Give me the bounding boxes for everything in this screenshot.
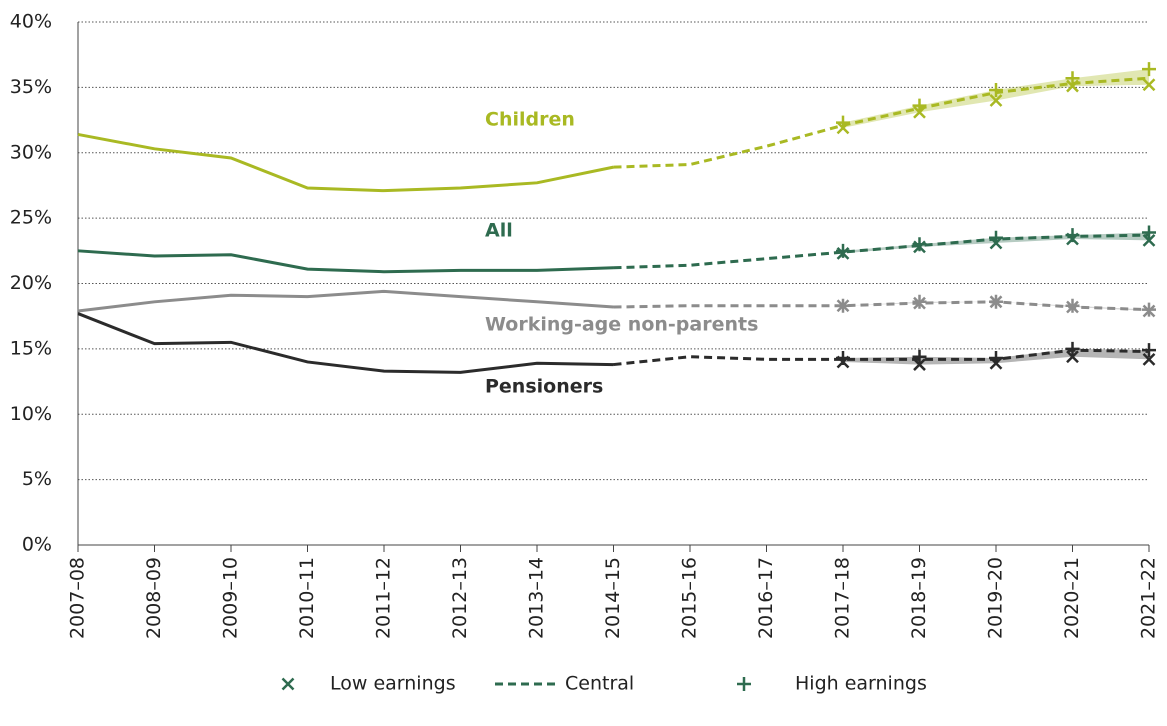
high-marker: [989, 351, 1003, 366]
x-tick-label: 2019–20: [985, 557, 1007, 639]
series-label: All: [485, 220, 513, 242]
high-marker: [1065, 298, 1080, 313]
low-marker: [1142, 233, 1156, 247]
line: [77, 249, 614, 274]
legend-label: High earnings: [795, 673, 927, 695]
high-marker: [1065, 71, 1080, 86]
line: [77, 312, 614, 374]
series-label: Pensioners: [485, 376, 603, 398]
line: [77, 132, 614, 193]
x-tick-label: 2012–13: [449, 557, 471, 639]
y-tick-label: 10%: [10, 403, 52, 425]
projected-line: [613, 348, 1150, 367]
low-marker: [1066, 79, 1079, 93]
earnings-band: [843, 69, 1149, 128]
series-label: Children: [485, 109, 575, 131]
x-tick-label: 2016–17: [755, 557, 777, 639]
projected-line: [613, 300, 1150, 312]
high-marker: [836, 243, 850, 258]
x-tick-label: 2018–19: [908, 557, 930, 639]
x-tick-label: 2017–18: [832, 557, 854, 639]
x-tick-label: 2015–16: [679, 557, 701, 639]
high-marker: [836, 115, 850, 130]
x-tick-label: 2009–10: [220, 557, 242, 639]
y-tick-label: 15%: [10, 337, 52, 359]
x-tick-label: 2020–21: [1061, 557, 1083, 639]
high-marker: [989, 82, 1003, 97]
low-marker: [989, 94, 1003, 107]
high-marker: [912, 294, 927, 309]
y-tick-label: 25%: [10, 207, 52, 229]
y-tick-label: 30%: [10, 141, 52, 163]
x-tick-label: 2021–22: [1138, 557, 1160, 639]
legend-low-symbol: [281, 677, 295, 691]
y-tick-label: 5%: [22, 468, 52, 490]
x-tick-label: 2011–12: [373, 557, 395, 639]
low-marker: [1066, 350, 1079, 364]
series-label: Working-age non-parents: [485, 314, 758, 336]
x-tick-label: 2014–15: [602, 557, 624, 639]
high-marker: [912, 349, 927, 364]
low-marker: [913, 358, 926, 371]
legend-label: Low earnings: [330, 673, 456, 695]
x-tick-label: 2008–09: [143, 557, 165, 639]
projected-line: [613, 233, 1150, 270]
high-marker: [989, 294, 1003, 309]
projected-line: [613, 76, 1150, 169]
high-marker: [1142, 343, 1156, 358]
high-marker: [836, 298, 850, 313]
legend-high-symbol: [737, 677, 751, 691]
x-tick-label: 2013–14: [526, 557, 548, 639]
y-tick-label: 35%: [10, 76, 52, 98]
x-tick-label: 2010–11: [296, 557, 318, 639]
high-marker: [912, 237, 927, 252]
low-marker: [1142, 352, 1156, 366]
high-marker: [989, 230, 1003, 245]
high-marker: [1142, 62, 1156, 77]
high-marker: [1065, 341, 1080, 356]
low-marker: [1142, 78, 1156, 92]
high-marker: [1065, 228, 1080, 243]
high-marker: [836, 351, 850, 366]
y-tick-label: 0%: [22, 534, 52, 556]
high-marker: [1142, 225, 1156, 240]
x-tick-label: 2007–08: [67, 557, 89, 639]
high-marker: [912, 98, 927, 113]
high-marker: [1142, 302, 1156, 317]
y-tick-label: 40%: [10, 11, 52, 33]
legend-label: Central: [565, 673, 634, 695]
line: [77, 289, 614, 313]
y-tick-label: 20%: [10, 272, 52, 294]
